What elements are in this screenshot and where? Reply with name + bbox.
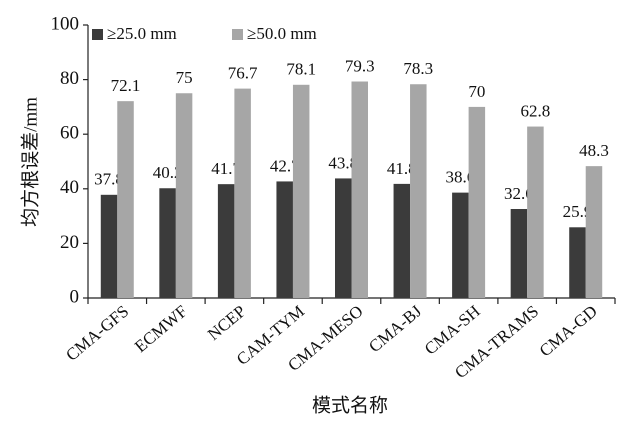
bar — [217, 184, 235, 298]
value-label: 40.2 — [153, 163, 183, 182]
value-label: 78.1 — [286, 60, 316, 79]
value-label: 48.3 — [579, 141, 609, 160]
y-tick-label: 0 — [70, 286, 80, 307]
value-label: 78.3 — [403, 59, 433, 78]
y-tick-label: 60 — [60, 123, 79, 144]
value-label: 41.7 — [211, 159, 241, 178]
legend-swatch — [92, 29, 103, 40]
bar — [393, 183, 411, 298]
bar — [100, 194, 118, 298]
bar — [527, 126, 544, 298]
bar — [585, 166, 603, 298]
bar — [159, 188, 176, 298]
bar — [335, 178, 352, 298]
bar — [351, 81, 368, 298]
y-tick-label: 100 — [51, 13, 80, 34]
y-axis-label: 均方根误差/mm — [19, 97, 41, 227]
bar — [292, 84, 310, 298]
legend-swatch — [232, 29, 243, 40]
bar — [569, 227, 586, 298]
y-tick-label: 80 — [60, 68, 79, 89]
bar — [276, 181, 293, 298]
bar — [410, 84, 427, 298]
value-label: 25.9 — [563, 202, 593, 221]
value-label: 42.7 — [270, 156, 300, 175]
value-label: 70 — [468, 82, 485, 101]
value-label: 76.7 — [228, 64, 258, 83]
value-label: 72.1 — [111, 76, 141, 95]
value-label: 79.3 — [345, 56, 375, 75]
value-label: 37.8 — [94, 170, 124, 189]
value-label: 32.6 — [504, 184, 534, 203]
value-label: 38.6 — [445, 168, 475, 187]
bar — [175, 93, 193, 298]
y-tick-label: 20 — [60, 232, 79, 253]
bar — [234, 88, 251, 298]
value-label: 41.8 — [387, 159, 417, 178]
value-label: 75 — [176, 68, 193, 87]
legend-label: ≥50.0 mm — [247, 24, 317, 43]
bar — [468, 106, 486, 299]
value-label: 43.8 — [328, 153, 358, 172]
bar — [510, 209, 528, 298]
x-axis-label: 模式名称 — [312, 394, 388, 416]
legend-label: ≥25.0 mm — [107, 24, 177, 43]
bar — [452, 192, 469, 298]
value-label: 62.8 — [521, 101, 551, 120]
y-tick-label: 40 — [60, 177, 79, 198]
bar — [117, 101, 134, 299]
